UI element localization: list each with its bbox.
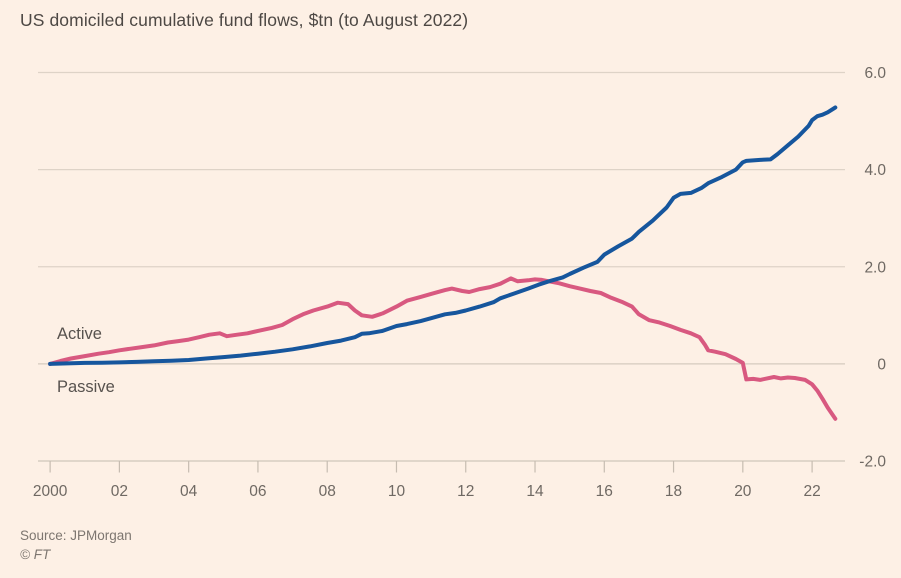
x-axis-tick-label: 08 (319, 483, 336, 500)
x-axis-tick-label: 18 (665, 483, 682, 500)
x-axis-tick-label: 2000 (33, 483, 68, 500)
y-axis-tick-label: -2.0 (859, 454, 886, 471)
y-axis-tick-label: 4.0 (864, 162, 886, 179)
x-axis-tick-label: 06 (249, 483, 266, 500)
x-axis-tick-label: 12 (457, 483, 474, 500)
active-series-label: Active (57, 325, 102, 343)
passive-series-label: Passive (57, 378, 115, 396)
source-note: Source: JPMorgan (20, 528, 132, 543)
x-axis-tick-label: 16 (596, 483, 613, 500)
x-axis-tick-label: 22 (803, 483, 820, 500)
x-axis-tick-label: 20 (734, 483, 752, 500)
y-axis-tick-label: 2.0 (864, 259, 886, 276)
x-axis-tick-label: 04 (180, 483, 198, 500)
x-axis-tick-label: 10 (388, 483, 406, 500)
series-line-active (48, 276, 838, 421)
x-axis-tick-label: 02 (111, 483, 128, 500)
x-axis-tick-label: 14 (526, 483, 544, 500)
y-axis-tick-label: 0 (877, 356, 886, 373)
y-axis-tick-label: 6.0 (864, 65, 886, 82)
series-line-passive (48, 105, 838, 366)
chart-title: US domiciled cumulative fund flows, $tn … (20, 10, 469, 30)
ft-copyright: © FT (20, 547, 51, 562)
